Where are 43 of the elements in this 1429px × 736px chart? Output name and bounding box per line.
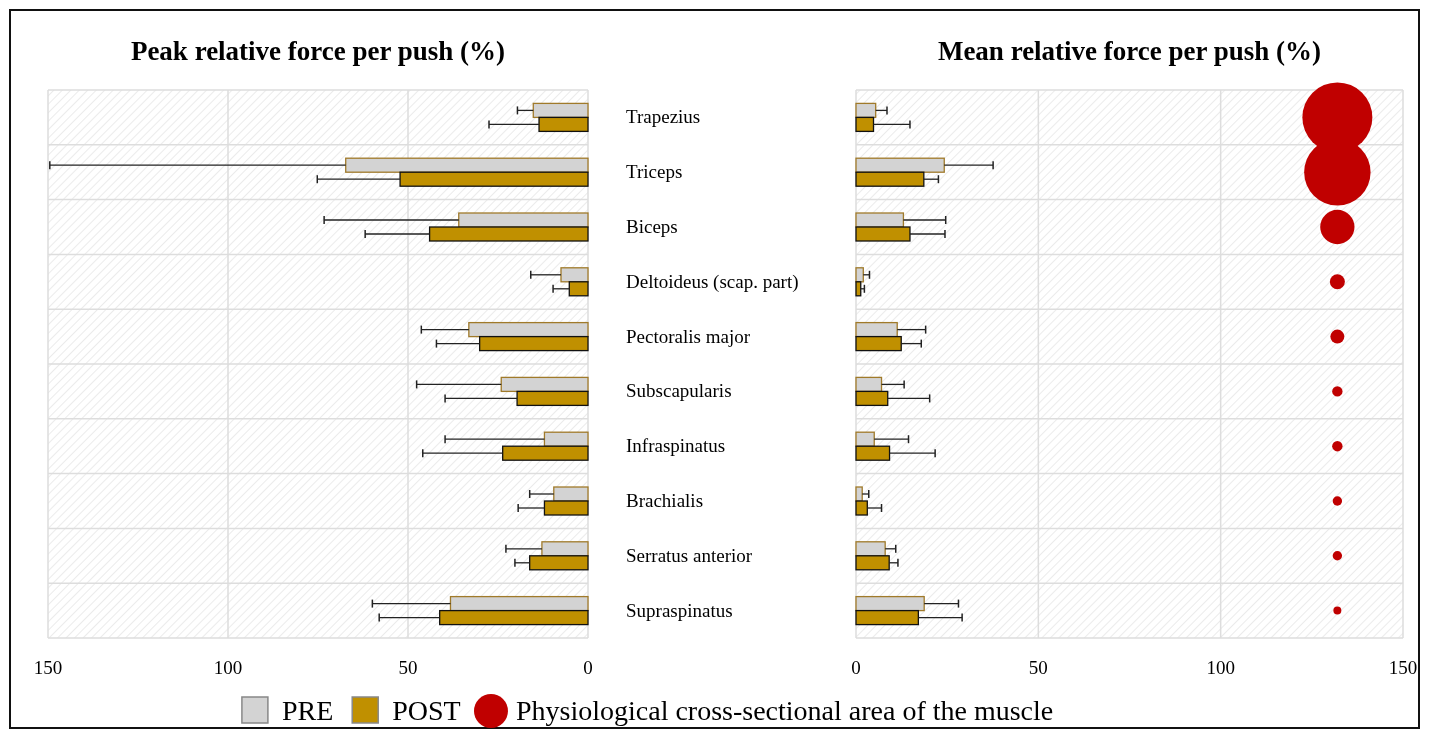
legend-label: POST bbox=[392, 695, 461, 726]
bar bbox=[439, 609, 589, 626]
bar bbox=[855, 445, 891, 461]
bar bbox=[855, 335, 902, 352]
bar bbox=[502, 445, 589, 461]
bar bbox=[516, 390, 589, 407]
y-tick-label: Biceps bbox=[626, 216, 678, 237]
y-tick-label: Brachialis bbox=[626, 490, 704, 511]
y-tick-label: Triceps bbox=[626, 161, 683, 183]
legend-label: Physiological cross-sectional area of the muscle bbox=[515, 695, 1054, 726]
y-tick-label: Serratus anterior bbox=[626, 544, 753, 566]
bar bbox=[543, 500, 589, 516]
bar bbox=[568, 281, 589, 297]
bar bbox=[399, 171, 589, 187]
x-tick-label: 150 bbox=[33, 657, 63, 678]
bar bbox=[855, 609, 920, 626]
bar bbox=[428, 226, 589, 242]
bar bbox=[855, 500, 868, 516]
y-tick-label: Pectoralis major bbox=[626, 325, 751, 347]
y-tick-label: Supraspinatus bbox=[626, 599, 733, 621]
x-tick-label: 50 bbox=[398, 657, 418, 678]
x-tick-label: 150 bbox=[1388, 657, 1418, 678]
x-tick-label: 0 bbox=[583, 657, 593, 678]
chart-title: Peak relative force per push (%) bbox=[130, 36, 506, 66]
y-tick-label: Deltoideus (scap. part) bbox=[626, 270, 799, 293]
bar bbox=[855, 390, 889, 407]
bar bbox=[529, 555, 589, 571]
bar bbox=[855, 555, 890, 571]
bar bbox=[538, 116, 589, 133]
y-tick-label: Trapezius bbox=[626, 106, 701, 128]
bar bbox=[855, 171, 925, 187]
x-tick-label: 0 bbox=[851, 657, 861, 678]
y-tick-label: Subscapularis bbox=[626, 380, 732, 402]
legend-label: PRE bbox=[281, 695, 334, 726]
y-tick-label: Infraspinatus bbox=[626, 435, 726, 457]
bar bbox=[855, 116, 875, 133]
chart-title: Mean relative force per push (%) bbox=[937, 36, 1322, 66]
x-tick-label: 50 bbox=[1028, 657, 1048, 678]
bar bbox=[855, 281, 862, 297]
bar bbox=[855, 226, 911, 242]
x-tick-label: 100 bbox=[1206, 657, 1235, 678]
bar bbox=[478, 335, 589, 352]
x-tick-label: 100 bbox=[213, 657, 243, 678]
